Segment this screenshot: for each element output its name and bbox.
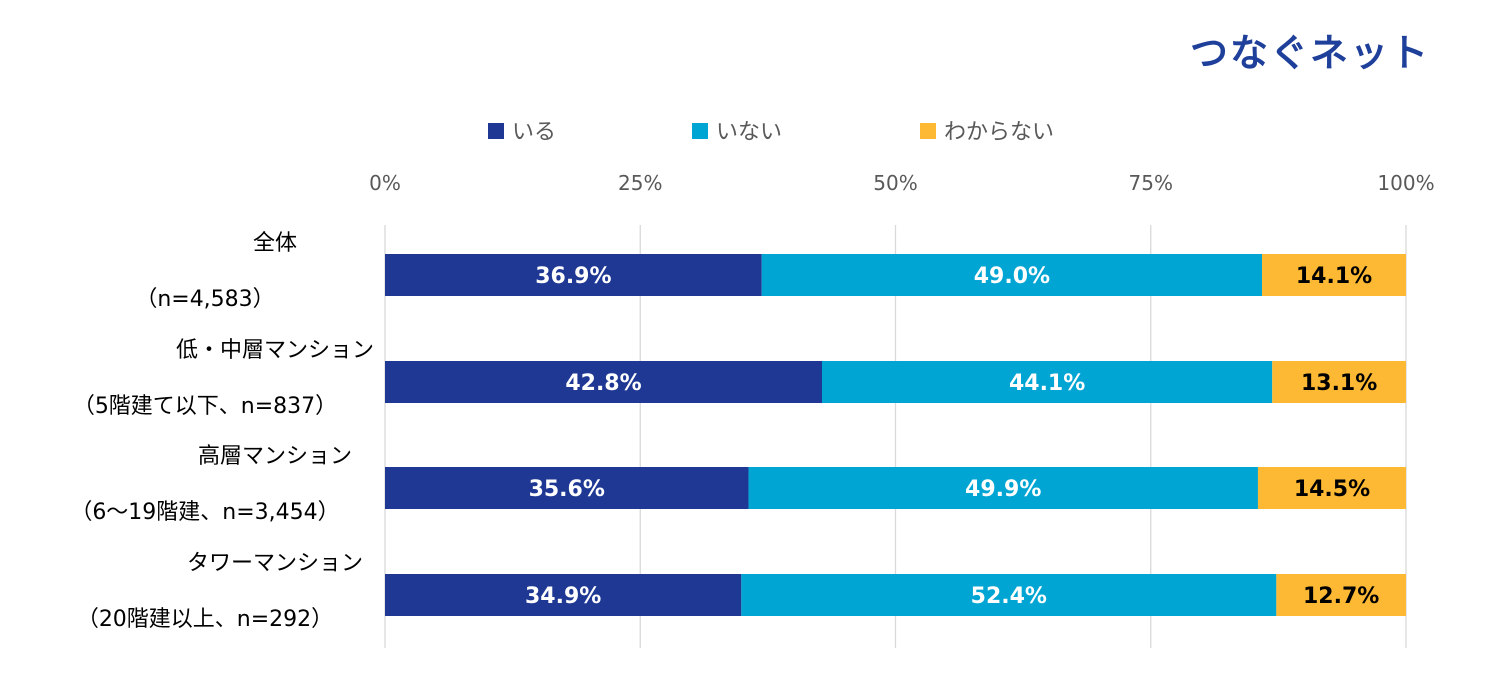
x-tick-label: 75% bbox=[1129, 171, 1173, 195]
data-label: 42.8% bbox=[565, 371, 641, 396]
category-sublabel: （n=4,583） bbox=[135, 287, 274, 312]
legend-swatch bbox=[488, 123, 504, 139]
category-label: タワーマンション bbox=[187, 551, 363, 576]
bar-segment bbox=[748, 467, 1258, 509]
brand-logo: つなぐネット bbox=[1190, 31, 1431, 75]
bar-segment bbox=[1262, 254, 1406, 296]
category-label: 低・中層マンション bbox=[176, 338, 374, 363]
data-label: 14.5% bbox=[1294, 477, 1370, 502]
bar-segment bbox=[761, 254, 1263, 296]
data-label: 44.1% bbox=[1009, 371, 1085, 396]
legend-swatch bbox=[920, 123, 936, 139]
legend-swatch bbox=[692, 123, 708, 139]
data-label: 34.9% bbox=[525, 584, 601, 609]
bar-segment bbox=[385, 574, 742, 616]
bar-segment bbox=[385, 361, 822, 403]
bar-segment bbox=[1257, 467, 1406, 509]
legend-label: わからない bbox=[944, 120, 1054, 145]
bar-segment bbox=[821, 361, 1273, 403]
data-label: 36.9% bbox=[535, 264, 611, 289]
bar-segment bbox=[385, 467, 749, 509]
bar-segment bbox=[741, 574, 1277, 616]
bar-segment bbox=[385, 254, 762, 296]
data-label: 49.0% bbox=[974, 264, 1050, 289]
data-label: 52.4% bbox=[971, 584, 1047, 609]
x-tick-label: 0% bbox=[369, 171, 401, 195]
bar-segment bbox=[1276, 574, 1406, 616]
category-label: 全体 bbox=[253, 231, 297, 256]
legend-label: いる bbox=[512, 120, 556, 145]
category-sublabel: （20階建以上、n=292） bbox=[77, 607, 333, 632]
data-label: 49.9% bbox=[965, 477, 1041, 502]
x-tick-label: 100% bbox=[1377, 171, 1434, 195]
bar-segment bbox=[1272, 361, 1406, 403]
category-label: 高層マンション bbox=[198, 444, 352, 469]
category-sublabel: （6～19階建、n=3,454） bbox=[70, 500, 339, 525]
data-label: 14.1% bbox=[1296, 264, 1372, 289]
data-label: 12.7% bbox=[1303, 584, 1379, 609]
legend-label: いない bbox=[716, 120, 782, 145]
x-tick-label: 25% bbox=[618, 171, 662, 195]
x-tick-label: 50% bbox=[873, 171, 917, 195]
data-label: 13.1% bbox=[1301, 371, 1377, 396]
data-label: 35.6% bbox=[529, 477, 605, 502]
category-sublabel: （5階建て以下、n=837） bbox=[73, 394, 337, 419]
